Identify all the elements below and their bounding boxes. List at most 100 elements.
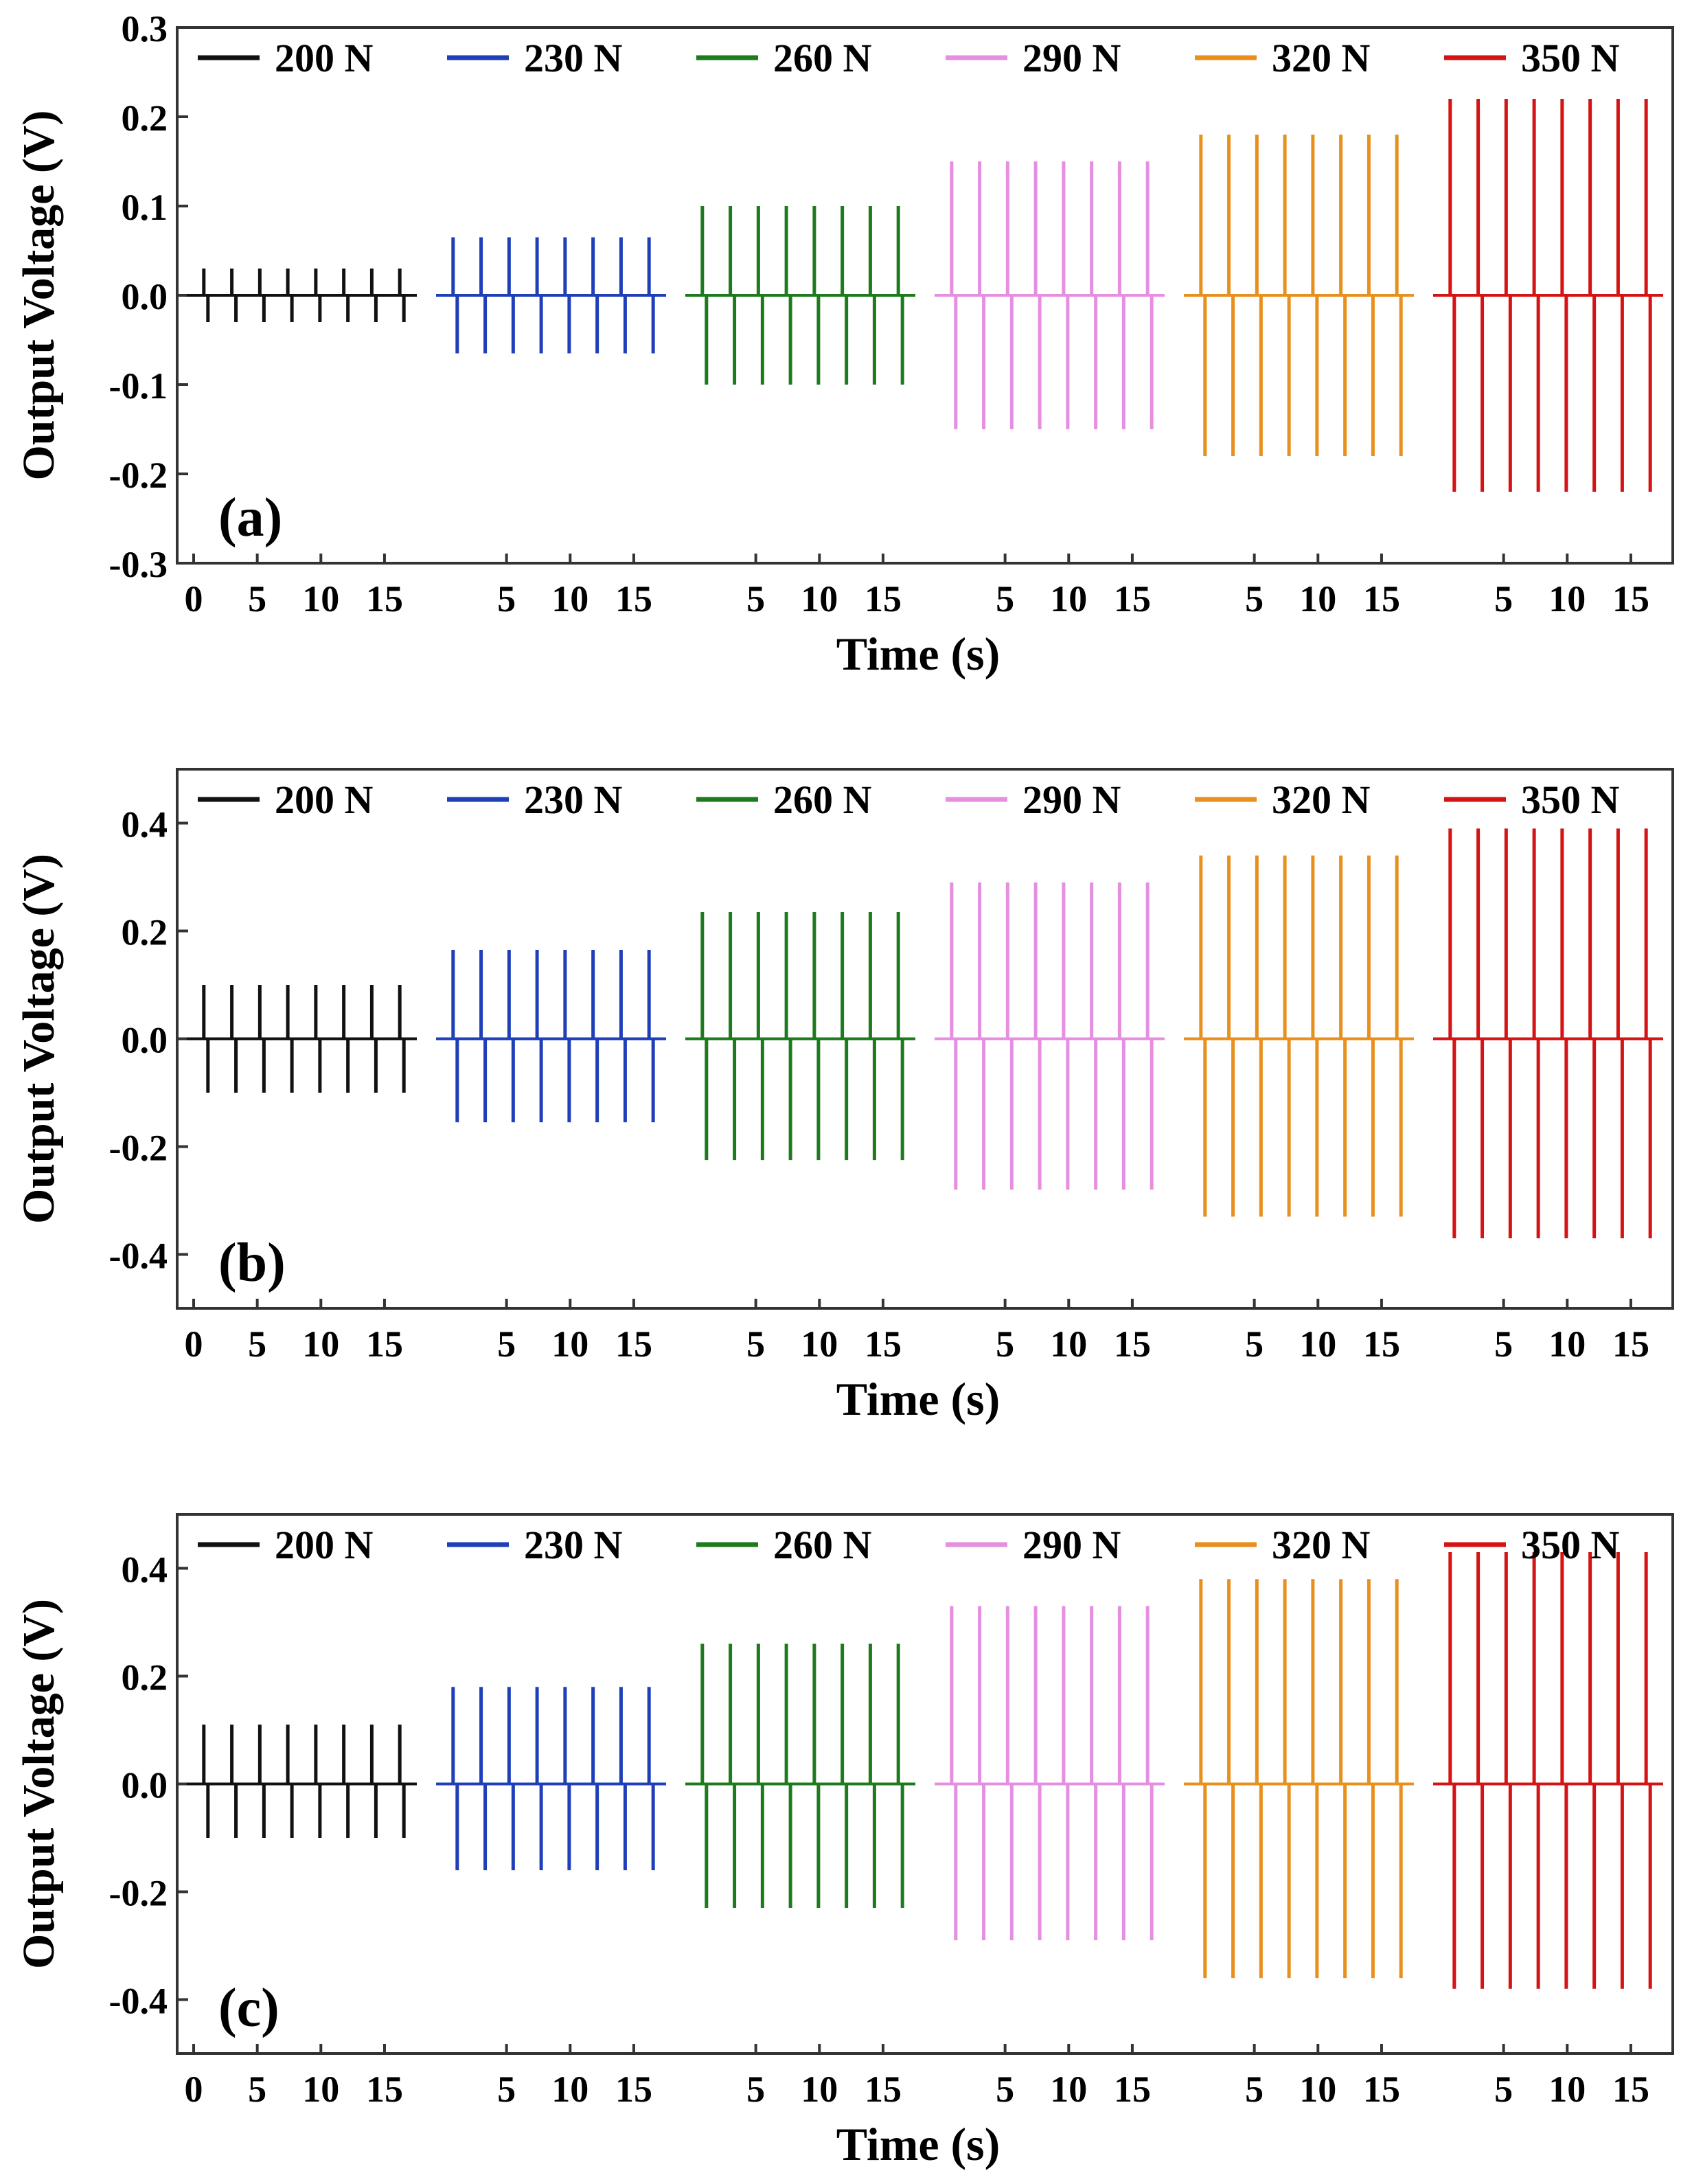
x-tick-label: 5 bbox=[1245, 2069, 1264, 2110]
x-tick-label: 10 bbox=[551, 578, 588, 619]
chart-panel-1: 0.3 0.2 0.1 0.0 -0.1 -0.2 -0.3 0 5 10 15 200 N 5 10 15… bbox=[14, 8, 1674, 680]
x-tick-label: 5 bbox=[1245, 1323, 1264, 1365]
legend-label: 350 N bbox=[1521, 36, 1620, 80]
x-tick-label: 10 bbox=[1299, 578, 1336, 619]
x-tick-label: 15 bbox=[1363, 578, 1400, 619]
y-tick-label: 0.0 bbox=[122, 1765, 168, 1806]
y-tick-label: 0.1 bbox=[122, 187, 168, 228]
y-tick-label: 0.4 bbox=[122, 804, 168, 845]
x-tick-label: 5 bbox=[497, 578, 516, 619]
legend-label: 230 N bbox=[524, 36, 623, 80]
y-tick-label: -0.3 bbox=[109, 544, 168, 585]
x-tick-label: 0 bbox=[185, 1323, 203, 1365]
y-axis-label: Output Voltage (V) bbox=[14, 854, 64, 1224]
x-tick-label: 15 bbox=[615, 2069, 652, 2110]
y-tick-label: -0.2 bbox=[109, 1128, 168, 1169]
x-tick-label: 5 bbox=[248, 578, 266, 619]
legend-label: 320 N bbox=[1272, 777, 1371, 822]
x-tick-label: 5 bbox=[1245, 578, 1264, 619]
y-tick-label: -0.2 bbox=[109, 1873, 168, 1914]
legend-label: 350 N bbox=[1521, 1523, 1620, 1567]
x-tick-label: 10 bbox=[1548, 1323, 1586, 1365]
x-tick-label: 5 bbox=[1494, 578, 1513, 619]
x-tick-label: 15 bbox=[1612, 2069, 1649, 2110]
legend-label: 260 N bbox=[773, 777, 872, 822]
panel-label: (b) bbox=[218, 1233, 286, 1293]
legend-label: 260 N bbox=[773, 1523, 872, 1567]
y-tick-label: -0.2 bbox=[109, 455, 168, 496]
legend-label: 290 N bbox=[1022, 777, 1121, 822]
x-tick-label: 5 bbox=[1494, 2069, 1513, 2110]
x-tick-label: 10 bbox=[1548, 578, 1586, 619]
x-tick-label: 5 bbox=[746, 578, 765, 619]
x-tick-label: 5 bbox=[996, 578, 1014, 619]
y-axis-label: Output Voltage (V) bbox=[14, 110, 64, 480]
x-tick-label: 15 bbox=[865, 2069, 902, 2110]
legend-label: 230 N bbox=[524, 1523, 623, 1567]
legend-label: 350 N bbox=[1521, 777, 1620, 822]
x-tick-label: 15 bbox=[1612, 578, 1649, 619]
x-tick-label: 5 bbox=[248, 2069, 266, 2110]
x-tick-label: 10 bbox=[801, 578, 838, 619]
x-tick-label: 10 bbox=[551, 1323, 588, 1365]
legend-label: 290 N bbox=[1022, 1523, 1121, 1567]
x-tick-label: 10 bbox=[551, 2069, 588, 2110]
x-tick-label: 15 bbox=[1612, 1323, 1649, 1365]
y-tick-label: 0.2 bbox=[122, 1657, 168, 1698]
x-tick-label: 15 bbox=[366, 578, 403, 619]
x-tick-label: 5 bbox=[1494, 1323, 1513, 1365]
legend-label: 320 N bbox=[1272, 1523, 1371, 1567]
x-tick-label: 15 bbox=[366, 1323, 403, 1365]
x-axis-label: Time (s) bbox=[836, 628, 1001, 680]
x-tick-label: 15 bbox=[1114, 578, 1151, 619]
legend-label: 200 N bbox=[275, 777, 374, 822]
y-tick-label: 0.0 bbox=[122, 1020, 168, 1061]
legend-label: 200 N bbox=[275, 36, 374, 80]
x-tick-label: 15 bbox=[1114, 2069, 1151, 2110]
x-axis-label: Time (s) bbox=[836, 2118, 1001, 2170]
x-tick-label: 10 bbox=[1299, 2069, 1336, 2110]
x-tick-label: 10 bbox=[1299, 1323, 1336, 1365]
x-tick-label: 10 bbox=[801, 1323, 838, 1365]
y-tick-label: -0.4 bbox=[109, 1981, 168, 2022]
x-tick-label: 5 bbox=[248, 1323, 266, 1365]
x-tick-label: 10 bbox=[1050, 578, 1087, 619]
x-tick-label: 0 bbox=[185, 578, 203, 619]
y-tick-label: -0.1 bbox=[109, 365, 168, 407]
y-tick-label: -0.4 bbox=[109, 1236, 168, 1277]
x-tick-label: 0 bbox=[185, 2069, 203, 2110]
x-tick-label: 10 bbox=[302, 1323, 339, 1365]
x-tick-label: 15 bbox=[1363, 2069, 1400, 2110]
x-tick-label: 15 bbox=[615, 1323, 652, 1365]
y-axis-label: Output Voltage (V) bbox=[14, 1599, 64, 1969]
x-tick-label: 15 bbox=[1114, 1323, 1151, 1365]
x-tick-label: 10 bbox=[1050, 2069, 1087, 2110]
legend-label: 200 N bbox=[275, 1523, 374, 1567]
x-tick-label: 5 bbox=[746, 2069, 765, 2110]
x-tick-label: 15 bbox=[615, 578, 652, 619]
y-tick-label: 0.0 bbox=[122, 276, 168, 317]
x-axis-label: Time (s) bbox=[836, 1373, 1001, 1425]
x-tick-label: 15 bbox=[366, 2069, 403, 2110]
x-tick-label: 15 bbox=[865, 1323, 902, 1365]
x-tick-label: 15 bbox=[1363, 1323, 1400, 1365]
x-tick-label: 15 bbox=[865, 578, 902, 619]
x-tick-label: 5 bbox=[996, 1323, 1014, 1365]
y-tick-label: 0.3 bbox=[122, 8, 168, 49]
y-tick-label: 0.4 bbox=[122, 1549, 168, 1591]
x-tick-label: 10 bbox=[1548, 2069, 1586, 2110]
legend-label: 260 N bbox=[773, 36, 872, 80]
x-tick-label: 5 bbox=[746, 1323, 765, 1365]
x-tick-label: 10 bbox=[302, 2069, 339, 2110]
x-tick-label: 5 bbox=[497, 2069, 516, 2110]
x-tick-label: 10 bbox=[302, 578, 339, 619]
x-tick-label: 5 bbox=[996, 2069, 1014, 2110]
panel-label: (a) bbox=[218, 488, 282, 548]
panel-label: (c) bbox=[218, 1978, 279, 2038]
y-tick-label: 0.2 bbox=[122, 98, 168, 139]
legend-label: 230 N bbox=[524, 777, 623, 822]
x-tick-label: 10 bbox=[801, 2069, 838, 2110]
